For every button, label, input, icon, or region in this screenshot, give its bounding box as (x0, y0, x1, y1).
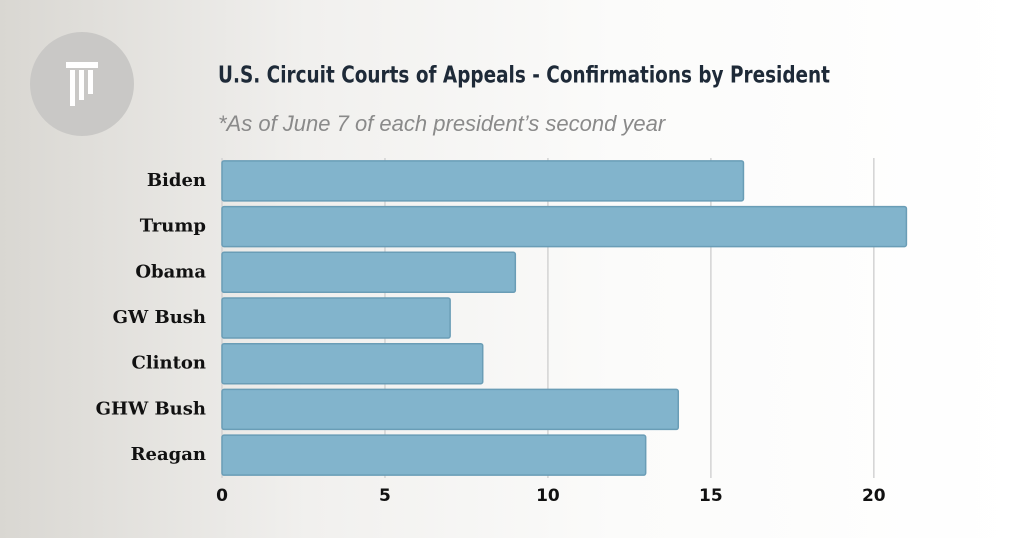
chart-subtitle: *As of June 7 of each president’s second… (218, 111, 667, 136)
y-tick-label: Biden (147, 170, 206, 191)
y-tick-label: Trump (140, 216, 206, 237)
bar (221, 388, 680, 431)
bar (221, 342, 484, 385)
y-tick-label: Reagan (131, 444, 206, 465)
bars (221, 160, 908, 476)
bar (221, 205, 908, 248)
bar (221, 160, 745, 202)
x-tick-label: 0 (216, 486, 228, 506)
logo (30, 32, 134, 136)
x-tick-label: 15 (699, 486, 723, 506)
x-tick-label: 5 (379, 486, 391, 506)
x-tick-label: 10 (536, 486, 560, 506)
y-tick-label: Obama (135, 261, 206, 282)
bar (221, 297, 451, 339)
bar (221, 434, 647, 476)
y-tick-label: GW Bush (113, 307, 206, 328)
y-tick-label: Clinton (132, 353, 207, 374)
bar (221, 251, 517, 294)
chart-title: U.S. Circuit Courts of Appeals - Confirm… (218, 63, 830, 89)
x-tick-label: 20 (862, 486, 886, 506)
y-tick-label: GHW Bush (96, 398, 206, 419)
